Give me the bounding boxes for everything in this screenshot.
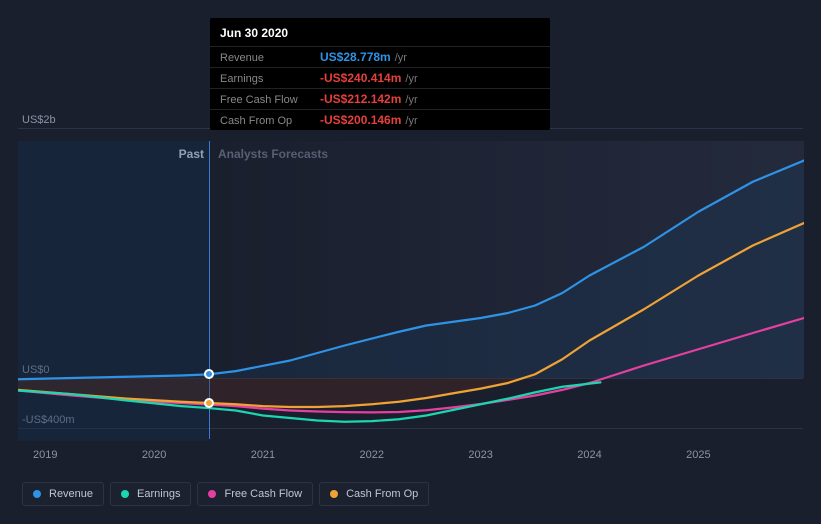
legend-dot <box>330 490 338 498</box>
legend-dot <box>121 490 129 498</box>
legend-label: Earnings <box>137 488 180 500</box>
x-tick-label: 2023 <box>468 449 492 461</box>
legend-dot <box>208 490 216 498</box>
tooltip-value: -US$240.414m <box>320 71 401 85</box>
tooltip-value: US$28.778m <box>320 50 391 64</box>
legend-item-cfo[interactable]: Cash From Op <box>319 482 429 506</box>
legend-item-revenue[interactable]: Revenue <box>22 482 104 506</box>
x-tick-label: 2020 <box>142 449 166 461</box>
tooltip-value: -US$200.146m <box>320 113 401 127</box>
tooltip-key: Revenue <box>220 52 320 64</box>
legend-item-earnings[interactable]: Earnings <box>110 482 191 506</box>
tooltip-value: -US$212.142m <box>320 92 401 106</box>
hover-tooltip: Jun 30 2020 Revenue US$28.778m /yr Earni… <box>210 18 550 130</box>
tooltip-key: Earnings <box>220 73 320 85</box>
x-tick-label: 2021 <box>251 449 275 461</box>
tooltip-row-earnings: Earnings -US$240.414m /yr <box>210 67 550 88</box>
hover-marker-cfo <box>204 398 214 408</box>
x-tick-label: 2022 <box>360 449 384 461</box>
legend: Revenue Earnings Free Cash Flow Cash Fro… <box>22 482 429 506</box>
tooltip-date: Jun 30 2020 <box>210 18 550 46</box>
tooltip-unit: /yr <box>395 52 407 64</box>
x-tick-label: 2019 <box>33 449 57 461</box>
legend-item-fcf[interactable]: Free Cash Flow <box>197 482 313 506</box>
tooltip-unit: /yr <box>405 115 417 127</box>
tooltip-row-cfo: Cash From Op -US$200.146m /yr <box>210 109 550 130</box>
legend-label: Free Cash Flow <box>224 488 302 500</box>
tooltip-row-revenue: Revenue US$28.778m /yr <box>210 46 550 67</box>
y-tick-label: US$2b <box>22 114 56 126</box>
x-tick-label: 2025 <box>686 449 710 461</box>
legend-dot <box>33 490 41 498</box>
tooltip-unit: /yr <box>405 73 417 85</box>
tooltip-row-fcf: Free Cash Flow -US$212.142m /yr <box>210 88 550 109</box>
chart-plot[interactable] <box>18 141 804 441</box>
legend-label: Revenue <box>49 488 93 500</box>
tooltip-key: Free Cash Flow <box>220 94 320 106</box>
tooltip-key: Cash From Op <box>220 115 320 127</box>
legend-label: Cash From Op <box>346 488 418 500</box>
x-tick-label: 2024 <box>577 449 601 461</box>
hover-marker-revenue <box>204 369 214 379</box>
tooltip-unit: /yr <box>405 94 417 106</box>
